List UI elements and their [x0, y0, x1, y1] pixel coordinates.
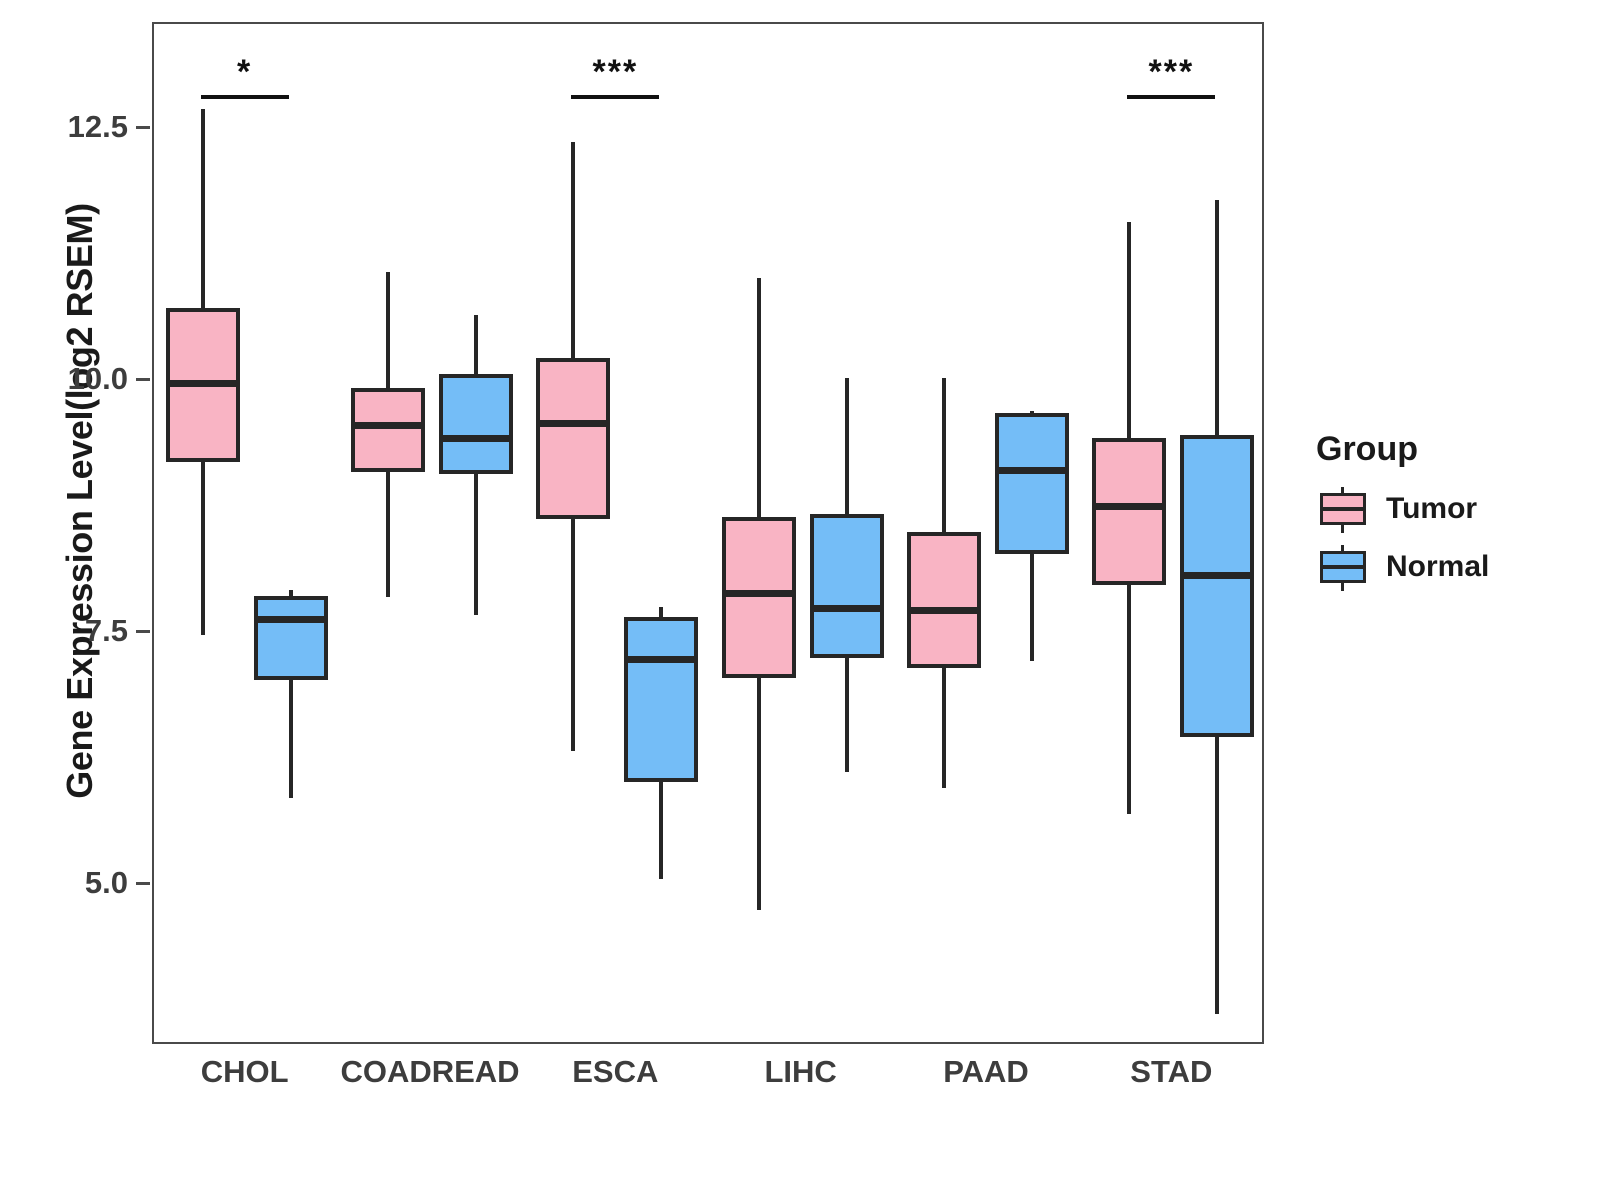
box-iqr: [253, 595, 328, 681]
whisker-lower: [1215, 736, 1220, 1014]
box-iqr: [439, 373, 513, 474]
whisker-lower: [200, 461, 205, 635]
median-line: [721, 589, 796, 597]
median-line: [995, 466, 1069, 474]
median-line: [624, 656, 699, 664]
significance-label-chol: *: [237, 52, 253, 91]
box-iqr: [907, 532, 981, 669]
x-tick-label-coadread: COADREAD: [340, 1054, 520, 1089]
whisker-upper: [1030, 411, 1034, 414]
whisker-lower: [1030, 554, 1034, 662]
significance-bar-stad: [1127, 94, 1216, 99]
whisker-lower: [659, 782, 664, 879]
plot-panel: [152, 22, 1264, 1044]
y-tick-mark: [136, 378, 150, 381]
whisker-upper: [571, 142, 576, 358]
median-line: [1092, 502, 1167, 510]
whisker-upper: [474, 315, 478, 374]
median-line: [253, 615, 328, 623]
legend: Group Tumor Normal: [1316, 430, 1576, 603]
whisker-lower: [571, 519, 576, 751]
whisker-upper: [386, 272, 390, 389]
legend-title: Group: [1316, 430, 1418, 468]
box-iqr: [995, 413, 1069, 555]
box-iqr: [351, 388, 425, 472]
median-line: [536, 420, 611, 428]
x-tick-label-paad: PAAD: [943, 1054, 1029, 1089]
whisker-upper: [1127, 221, 1132, 439]
x-tick-label-chol: CHOL: [200, 1054, 289, 1089]
y-axis-title: Gene Expression Level(log2 RSEM): [59, 203, 100, 799]
box-iqr: [721, 517, 796, 679]
y-tick-label: 12.5: [67, 109, 128, 144]
box-iqr: [809, 514, 884, 659]
legend-swatch-tumor-icon: [1316, 487, 1370, 533]
box-iqr: [536, 357, 611, 520]
legend-item-tumor[interactable]: Tumor: [1316, 487, 1576, 533]
whisker-upper: [756, 278, 761, 518]
y-tick-mark: [136, 630, 150, 633]
median-line: [439, 435, 513, 443]
x-tick-label-lihc: LIHC: [764, 1054, 837, 1089]
plot-area: [154, 24, 1262, 1042]
significance-bar-chol: [200, 94, 289, 99]
whisker-lower: [288, 680, 293, 799]
y-tick-mark: [136, 882, 150, 885]
x-tick-label-stad: STAD: [1130, 1054, 1213, 1089]
legend-label: Normal: [1386, 550, 1490, 583]
whisker-upper: [844, 377, 849, 515]
whisker-upper: [659, 606, 664, 617]
whisker-upper: [288, 589, 293, 596]
significance-label-esca: ***: [592, 52, 639, 91]
whisker-upper: [1215, 199, 1220, 436]
y-tick-label: 10.0: [67, 361, 128, 396]
legend-swatch-normal-icon: [1316, 545, 1370, 591]
whisker-upper: [200, 108, 205, 309]
whisker-lower: [474, 473, 478, 615]
whisker-lower: [844, 658, 849, 773]
whisker-upper: [942, 377, 946, 533]
y-tick-label: 5.0: [84, 865, 128, 900]
median-line: [809, 604, 884, 612]
median-line: [1180, 571, 1255, 579]
box-iqr: [1180, 435, 1255, 737]
box-iqr: [624, 616, 699, 783]
whisker-lower: [756, 678, 761, 911]
median-line: [351, 422, 425, 430]
legend-entries: Tumor Normal: [1316, 487, 1576, 591]
whisker-lower: [386, 471, 390, 597]
whisker-lower: [942, 668, 946, 789]
median-line: [165, 380, 240, 388]
box-iqr: [1092, 438, 1167, 585]
legend-label: Tumor: [1386, 492, 1478, 525]
median-line: [907, 606, 981, 614]
x-tick-label-esca: ESCA: [572, 1054, 659, 1089]
whisker-lower: [1127, 584, 1132, 815]
y-tick-mark: [136, 126, 150, 129]
y-tick-label: 7.5: [84, 613, 128, 648]
legend-item-normal[interactable]: Normal: [1316, 545, 1576, 591]
significance-bar-esca: [571, 94, 660, 99]
significance-label-stad: ***: [1148, 52, 1195, 91]
